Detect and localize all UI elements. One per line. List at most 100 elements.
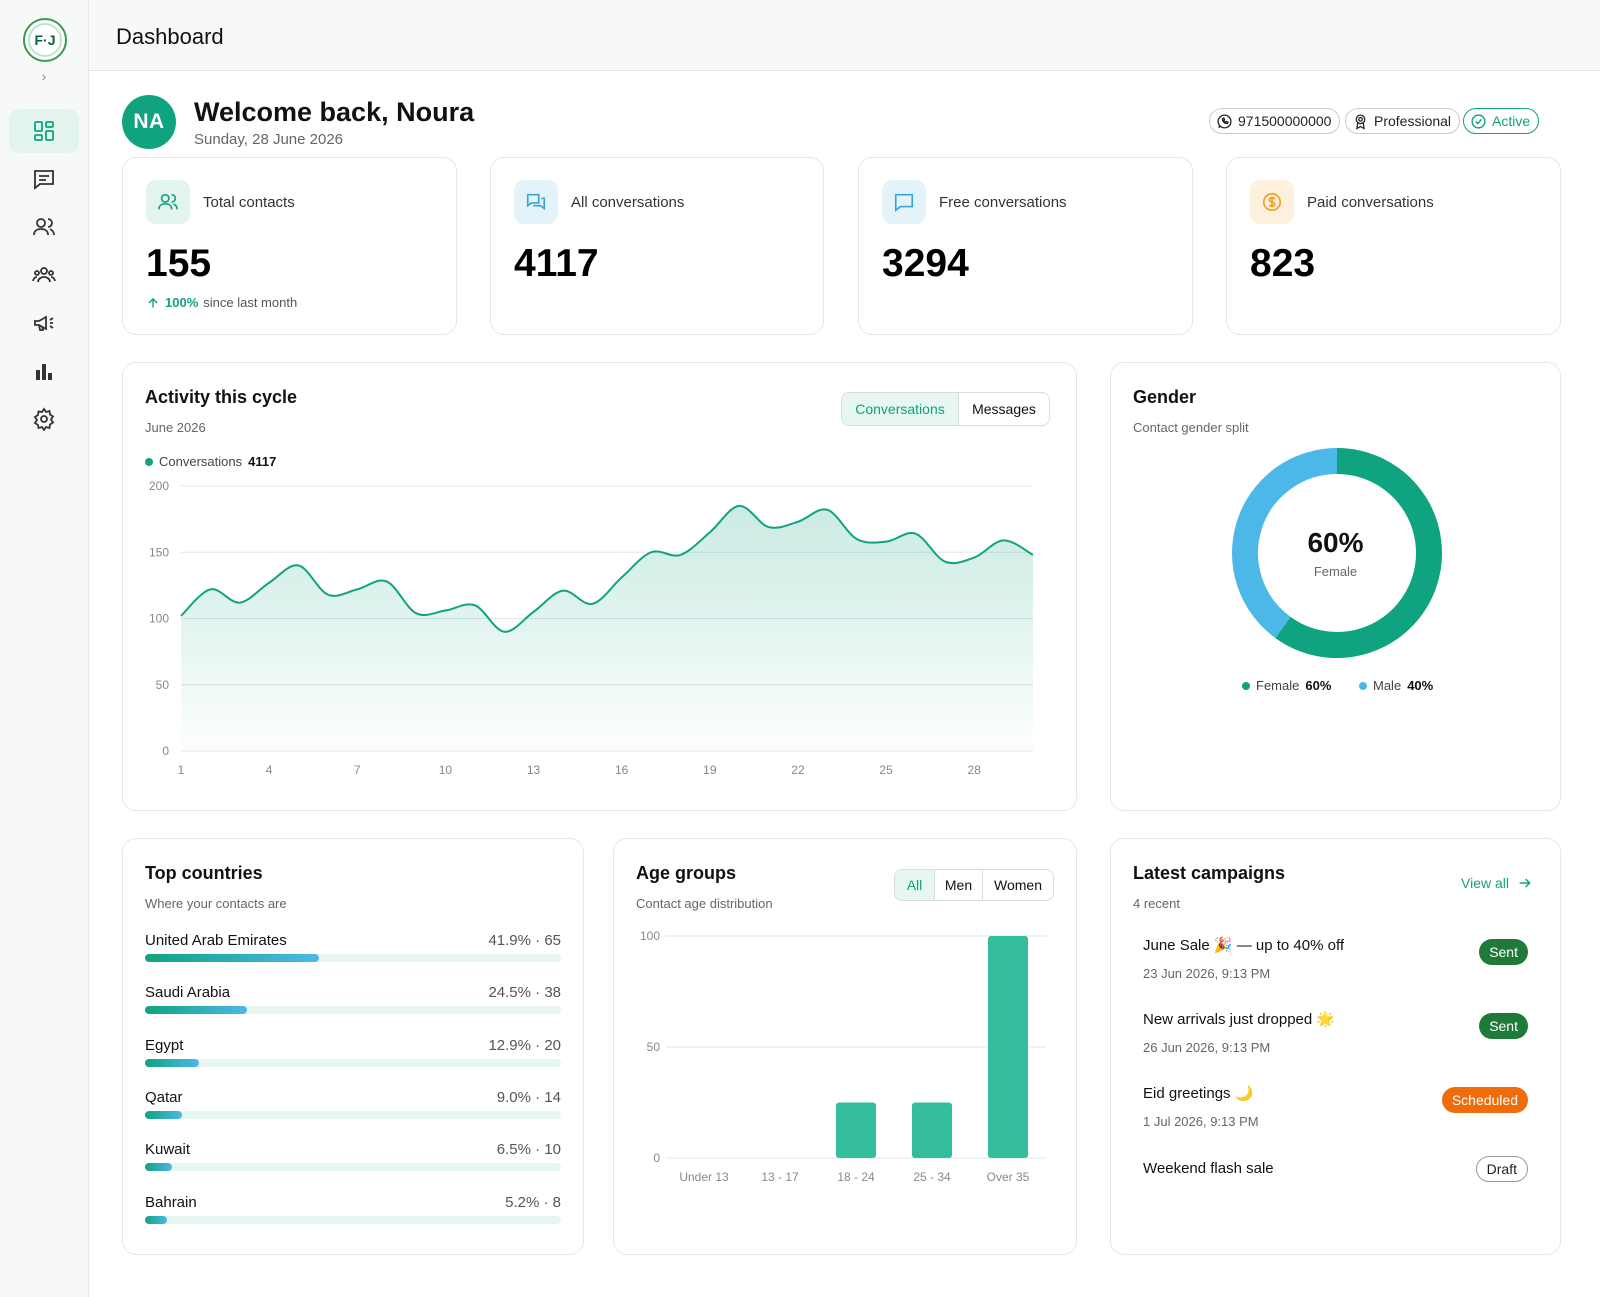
tab-messages[interactable]: Messages (972, 401, 1036, 417)
stat-card-total-contacts[interactable]: Total contacts 155 100% since last month (122, 157, 457, 335)
status-badge: Sent (1479, 939, 1528, 965)
sidebar: F·J › (0, 0, 89, 1297)
phone-pill[interactable]: 971500000000 (1209, 108, 1341, 134)
stat-label: Paid conversations (1307, 194, 1434, 211)
expand-sidebar-chevron-icon[interactable]: › (41, 68, 47, 84)
x-tick-label: 13 - 17 (761, 1170, 799, 1184)
contacts-icon (146, 180, 190, 224)
x-tick-label: 25 - 34 (913, 1170, 951, 1184)
stat-value: 823 (1250, 242, 1316, 285)
bar-25-34 (912, 1102, 952, 1158)
tab-conversations[interactable]: Conversations (842, 393, 959, 425)
app-logo[interactable]: F·J (23, 18, 67, 62)
card-subtitle: June 2026 (145, 420, 206, 435)
country-value: 24.5% · 38 (488, 984, 561, 1002)
x-tick-label: 10 (439, 763, 453, 777)
plan-pill[interactable]: Professional (1345, 108, 1461, 134)
phone-number: 971500000000 (1238, 113, 1332, 129)
stat-label: Total contacts (203, 194, 295, 211)
campaign-date: 1 Jul 2026, 9:13 PM (1143, 1114, 1259, 1129)
country-bar-fill (145, 1163, 173, 1172)
stat-value: 4117 (514, 242, 599, 285)
age-toggle: All Men Women (894, 869, 1054, 901)
status-badge: Draft (1475, 1156, 1528, 1182)
card-title: Top countries (145, 863, 263, 883)
tab-men[interactable]: Men (935, 870, 983, 900)
status-badge: Sent (1479, 1013, 1528, 1039)
legend-value: 60% (1305, 678, 1332, 693)
country-bar-fill (145, 1058, 199, 1067)
nav-settings[interactable] (9, 397, 79, 441)
legend-swatch (145, 457, 153, 466)
nav-groups[interactable] (9, 253, 79, 297)
country-bar-fill (145, 1110, 183, 1119)
country-name: United Arab Emirates (145, 932, 287, 949)
legend-swatch (1242, 681, 1250, 690)
card-title: Gender (1133, 387, 1197, 407)
nav-campaigns[interactable] (9, 301, 79, 345)
stat-card-free-conversations[interactable]: Free conversations 3294 (858, 157, 1193, 335)
x-tick-label: 25 (879, 763, 893, 777)
x-tick-label: Under 13 (679, 1170, 729, 1184)
stat-card-paid-conversations[interactable]: Paid conversations 823 (1226, 157, 1561, 335)
nav-contacts[interactable] (9, 205, 79, 249)
groups-icon (32, 267, 56, 283)
status-pill[interactable]: Active (1463, 108, 1540, 134)
legend-label: Female (1256, 678, 1300, 693)
country-name: Bahrain (145, 1193, 197, 1211)
y-tick-label: 0 (653, 1151, 660, 1165)
legend-value: 40% (1407, 678, 1434, 693)
stat-label: Free conversations (939, 194, 1067, 211)
campaign-title: Eid greetings 🌙 (1143, 1085, 1254, 1102)
campaign-title: New arrivals just dropped 🌟 (1143, 1011, 1336, 1028)
stat-label: All conversations (571, 194, 685, 211)
nav-analytics[interactable] (9, 349, 79, 393)
bar-chart-icon (36, 364, 52, 380)
gender-card: Gender Contact gender split 60% Female F… (1110, 362, 1561, 811)
country-bar-track (145, 1163, 561, 1172)
series-line-conversations (180, 504, 1034, 633)
view-all-link[interactable]: View all (1461, 875, 1533, 891)
gear-icon (33, 407, 55, 431)
age-card: Age groups Contact age distribution All … (613, 838, 1077, 1255)
dollar-icon (1250, 180, 1294, 224)
nav-chats[interactable] (9, 157, 79, 201)
country-bar-track (145, 954, 561, 962)
nav-dashboard[interactable] (9, 109, 79, 153)
stat-card-all-conversations[interactable]: All conversations 4117 (490, 157, 824, 335)
card-subtitle: 4 recent (1133, 896, 1180, 911)
stat-value: 155 (146, 242, 212, 285)
tab-women[interactable]: Women (994, 877, 1042, 893)
award-icon (1355, 113, 1366, 130)
avatar[interactable]: NA (122, 95, 176, 149)
country-bar-track (145, 1058, 561, 1067)
y-tick-label: 100 (640, 929, 660, 943)
legend-male: Male 40% (1359, 678, 1433, 693)
x-tick-label: 19 (703, 763, 717, 777)
card-title: Latest campaigns (1133, 863, 1286, 883)
country-value: 9.0% · 14 (496, 1088, 561, 1106)
x-tick-label: Over 35 (987, 1170, 1030, 1184)
card-title: Age groups (636, 863, 737, 883)
y-tick-label: 200 (149, 481, 169, 493)
donut-center-label: Female (1313, 564, 1358, 579)
x-tick-label: 1 (178, 763, 185, 777)
country-name: Saudi Arabia (145, 984, 231, 1002)
conversations-icon (514, 180, 558, 224)
y-tick-label: 150 (149, 545, 169, 559)
tab-all[interactable]: All (895, 870, 935, 900)
card-subtitle: Contact gender split (1133, 420, 1249, 435)
legend-total: 4117 (248, 454, 277, 469)
country-row: Bahrain 5.2% · 8 (145, 1194, 561, 1234)
country-name: Egypt (145, 1036, 184, 1054)
y-tick-label: 100 (149, 612, 169, 626)
y-tick-label: 50 (156, 678, 170, 692)
activity-area-chart: 0 50 100 150 200 1 4 7 10 13 16 19 22 25 28 (149, 481, 1034, 777)
stat-trend: 100% since last month (146, 295, 297, 310)
x-tick-label: 13 (527, 763, 541, 777)
country-value: 12.9% · 20 (488, 1036, 561, 1054)
megaphone-icon (34, 315, 54, 331)
dashboard-icon (34, 121, 54, 141)
x-tick-label: 16 (615, 763, 629, 777)
activity-toggle: Conversations Messages (841, 392, 1050, 426)
